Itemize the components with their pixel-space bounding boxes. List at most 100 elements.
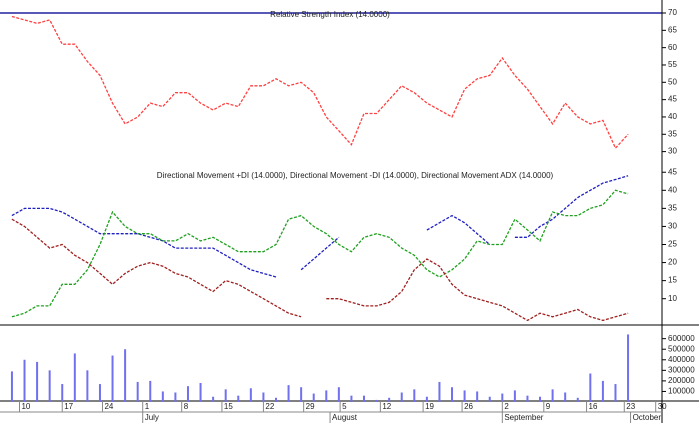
volume-bar	[161, 391, 164, 402]
volume-bar	[539, 396, 542, 402]
y-tick-label: 45	[668, 95, 677, 104]
x-tick-label: 8	[184, 402, 189, 411]
volume-bar	[601, 380, 604, 402]
volume-bar	[111, 355, 114, 402]
volume-bar	[186, 386, 189, 402]
y-tick-label: 35	[668, 203, 677, 212]
y-tick-label: 70	[668, 8, 677, 17]
y-tick-label: 15	[668, 276, 677, 285]
y-tick-label: 30	[668, 222, 677, 231]
x-tick-label: 12	[382, 402, 391, 411]
x-tick-label: 30	[658, 402, 667, 411]
volume-bar	[136, 381, 139, 402]
x-tick-label: 22	[265, 402, 274, 411]
volume-bar	[312, 393, 315, 402]
volume-bar	[73, 353, 76, 402]
y-tick-label: 55	[668, 60, 677, 69]
volume-bar	[526, 395, 529, 402]
volume-bar	[350, 395, 353, 402]
volume-bar	[61, 384, 64, 402]
volume-bar	[501, 393, 504, 402]
volume-bar	[614, 384, 617, 402]
series-line	[11, 189, 629, 318]
volume-bar	[627, 334, 630, 402]
series-line	[11, 15, 629, 150]
month-label: October	[633, 413, 662, 422]
volume-bar	[237, 395, 240, 402]
y-tick-label: 200000	[668, 376, 695, 385]
series-line	[11, 218, 629, 322]
x-tick-label: 2	[504, 402, 509, 411]
x-tick-label: 17	[64, 402, 73, 411]
x-tick-label: 16	[589, 402, 598, 411]
x-tick-label: 26	[464, 402, 473, 411]
y-tick-label: 400000	[668, 355, 695, 364]
y-tick-label: 60	[668, 43, 677, 52]
volume-bar	[551, 389, 554, 402]
volume-bar	[375, 399, 378, 402]
volume-bar	[476, 391, 479, 402]
volume-bar	[124, 349, 127, 402]
y-tick-label: 10	[668, 294, 677, 303]
volume-bar	[325, 390, 328, 402]
y-tick-label: 600000	[668, 334, 695, 343]
y-tick-label: 100000	[668, 387, 695, 396]
volume-bar	[199, 383, 202, 402]
panel-title: Relative Strength Index (14.0000)	[270, 10, 390, 19]
volume-bar	[287, 385, 290, 402]
x-tick-label: 5	[342, 402, 347, 411]
volume-bar	[337, 387, 340, 402]
volume-bar	[413, 389, 416, 402]
volume-bar	[36, 361, 39, 402]
month-label: July	[145, 413, 159, 422]
x-tick-label: 15	[224, 402, 233, 411]
volume-bar	[564, 392, 567, 402]
volume-bar	[149, 380, 152, 402]
panel-title: Directional Movement +DI (14.0000), Dire…	[157, 171, 554, 180]
x-tick-label: 19	[425, 402, 434, 411]
y-tick-label: 500000	[668, 344, 695, 353]
volume-bar	[249, 388, 252, 402]
volume-bar	[10, 371, 13, 402]
volume-bar	[451, 387, 454, 402]
volume-bar	[388, 397, 391, 402]
y-tick-label: 25	[668, 240, 677, 249]
volume-bar	[589, 373, 592, 402]
volume-bar	[513, 390, 516, 402]
y-tick-label: 40	[668, 185, 677, 194]
y-tick-label: 40	[668, 112, 677, 121]
x-tick-label: 10	[21, 402, 30, 411]
volume-bar	[174, 392, 177, 402]
x-tick-label: 29	[306, 402, 315, 411]
series-line	[11, 175, 629, 278]
x-tick-label: 24	[104, 402, 113, 411]
volume-bar	[48, 370, 51, 402]
volume-bar	[262, 392, 265, 402]
volume-bar	[488, 396, 491, 402]
y-tick-label: 50	[668, 77, 677, 86]
y-tick-label: 35	[668, 129, 677, 138]
volume-bar	[463, 390, 466, 402]
y-tick-label: 45	[668, 167, 677, 176]
volume-bar	[363, 395, 366, 402]
month-label: August	[332, 413, 358, 422]
volume-bar	[23, 359, 26, 402]
volume-bar	[224, 389, 227, 402]
volume-bar	[212, 396, 215, 402]
x-tick-label: 1	[145, 402, 150, 411]
y-tick-label: 65	[668, 25, 677, 34]
y-tick-label: 30	[668, 147, 677, 156]
volume-bar	[274, 397, 277, 402]
y-tick-label: 300000	[668, 365, 695, 374]
x-tick-label: 9	[546, 402, 551, 411]
volume-bar	[400, 392, 403, 402]
volume-bar	[98, 384, 101, 402]
volume-bar	[86, 370, 89, 402]
y-tick-label: 20	[668, 258, 677, 267]
x-tick-label: 23	[626, 402, 635, 411]
month-label: September	[504, 413, 543, 422]
volume-bar	[300, 387, 303, 402]
volume-bar	[438, 381, 441, 402]
volume-bar	[425, 396, 428, 402]
